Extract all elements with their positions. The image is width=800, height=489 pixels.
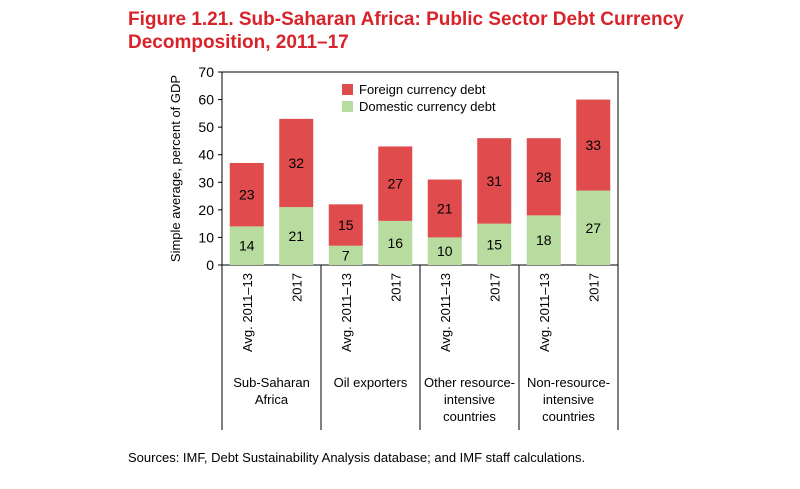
bar-foreign xyxy=(576,99,611,191)
legend-swatch xyxy=(342,84,353,95)
bar-foreign xyxy=(526,138,561,216)
bar-domestic xyxy=(229,226,264,265)
data-label-domestic: 10 xyxy=(437,243,453,259)
bar-domestic xyxy=(477,223,512,265)
bar-foreign xyxy=(477,138,512,224)
y-tick-label: 10 xyxy=(198,229,214,245)
chart-title: Figure 1.21. Sub-Saharan Africa: Public … xyxy=(128,9,684,53)
x-tick-label: Avg. 2011–13 xyxy=(537,273,552,352)
x-tick-label: 2017 xyxy=(289,273,304,302)
y-tick-label: 20 xyxy=(198,202,214,218)
group-label: Non-resource- xyxy=(527,375,610,390)
y-axis-label: Simple average, percent of GDP xyxy=(168,75,183,262)
x-tick-label: Avg. 2011–13 xyxy=(438,273,453,352)
bar-domestic xyxy=(576,190,611,265)
bar-foreign xyxy=(279,118,314,208)
x-tick-label: 2017 xyxy=(388,273,403,302)
plot-area: 0 10 20 30 40 50 60 70 Simple average, percent o… xyxy=(168,64,619,430)
y-tick-label: 40 xyxy=(198,147,214,163)
bar-foreign xyxy=(427,179,462,238)
group-label: countries xyxy=(443,409,496,424)
legend-entry: Domestic currency debt xyxy=(359,99,496,114)
x-tick-label: 2017 xyxy=(487,273,502,302)
y-tick-label: 70 xyxy=(198,64,214,80)
data-label-domestic: 21 xyxy=(288,228,304,244)
bar-foreign xyxy=(378,146,413,221)
group-label: intensive xyxy=(444,392,495,407)
data-label-foreign: 31 xyxy=(486,173,502,189)
group-label: intensive xyxy=(543,392,594,407)
group-label: Other resource- xyxy=(424,375,515,390)
bar-domestic xyxy=(279,207,314,265)
bar-domestic xyxy=(378,220,413,265)
group-label: countries xyxy=(542,409,595,424)
bar-foreign xyxy=(229,162,264,227)
data-label-foreign: 32 xyxy=(288,155,304,171)
y-tick-label: 0 xyxy=(206,257,214,273)
x-tick-label: Avg. 2011–13 xyxy=(339,273,354,352)
bar-domestic xyxy=(526,215,561,265)
x-tick-label: 2017 xyxy=(586,273,601,302)
data-label-foreign: 21 xyxy=(437,200,453,216)
y-tick-label: 30 xyxy=(198,174,214,190)
bar-domestic xyxy=(427,237,462,265)
bar-foreign xyxy=(328,204,363,246)
group-label: Sub-Saharan xyxy=(233,375,310,390)
data-label-domestic: 16 xyxy=(387,235,403,251)
legend-entry: Foreign currency debt xyxy=(359,82,486,97)
group-label: Oil exporters xyxy=(334,375,408,390)
source-note: Sources: IMF, Debt Sustainability Analys… xyxy=(128,450,586,465)
data-label-foreign: 27 xyxy=(387,176,403,192)
data-label-domestic: 27 xyxy=(585,220,601,236)
data-label-foreign: 28 xyxy=(536,169,552,185)
y-tick-label: 60 xyxy=(198,92,214,108)
data-label-foreign: 15 xyxy=(338,217,354,233)
data-label-domestic: 18 xyxy=(536,232,552,248)
y-tick-label: 50 xyxy=(198,119,214,135)
data-label-domestic: 15 xyxy=(486,236,502,252)
data-label-foreign: 23 xyxy=(239,187,255,203)
data-label-domestic: 7 xyxy=(342,247,350,263)
data-label-domestic: 14 xyxy=(239,238,255,254)
legend-swatch xyxy=(342,101,353,112)
group-label: Africa xyxy=(255,392,289,407)
x-tick-label: Avg. 2011–13 xyxy=(240,273,255,352)
bar-domestic xyxy=(328,245,363,265)
data-label-foreign: 33 xyxy=(585,137,601,153)
